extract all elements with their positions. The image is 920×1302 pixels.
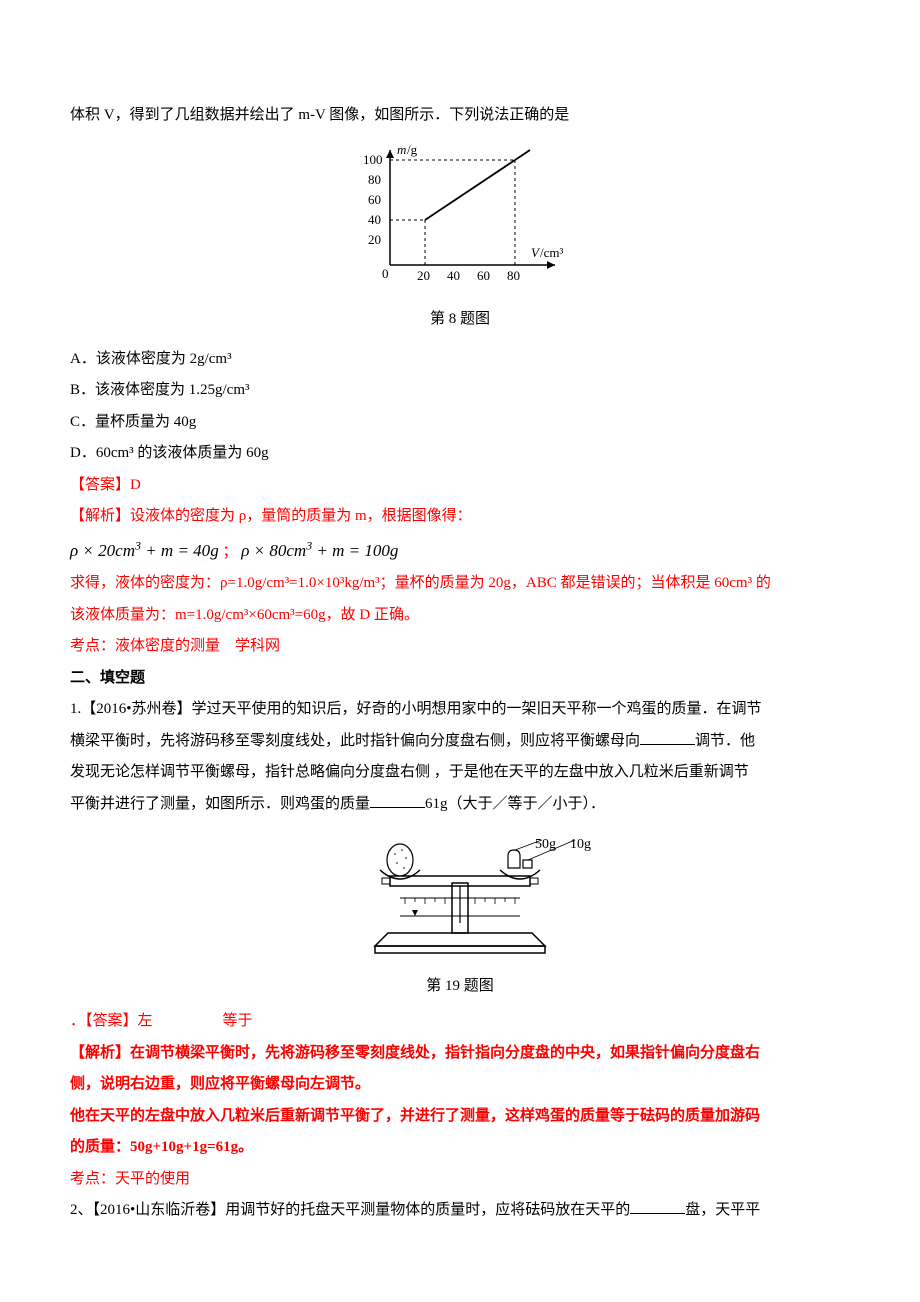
ans2-b: 等于	[223, 1013, 253, 1029]
option-b: B．该液体密度为 1.25g/cm³	[70, 375, 850, 407]
topic-1: 考点：液体密度的测量 学科网	[70, 631, 850, 663]
balance-figure: 50g 10g 第 19 题图	[70, 828, 850, 1002]
q2-prefix: 2、【2016•山东临沂卷】	[70, 1202, 225, 1218]
answer-1: 【答案】D	[70, 470, 850, 502]
balance-svg: 50g 10g	[320, 828, 600, 958]
balance-caption: 第 19 题图	[70, 971, 850, 1003]
intro-text: 体积 V，得到了几组数据并绘出了 m-V 图像，如图所示．下列说法正确的是	[70, 100, 850, 132]
option-d: D．60cm³ 的该液体质量为 60g	[70, 438, 850, 470]
explain1-body2: 该液体质量为：m=1.0g/cm³×60cm³=60g，故 D 正确。	[70, 600, 850, 632]
svg-text:80: 80	[507, 268, 520, 283]
section-title: 二、填空题	[70, 663, 850, 695]
q1-line3: 发现无论怎样调节平衡螺母，指针总略偏向分度盘右侧 ，于是他在天平的左盘中放入几粒…	[70, 757, 850, 789]
option-a: A．该液体密度为 2g/cm³	[70, 344, 850, 376]
answer-2: ．【答案】左 等于	[70, 1006, 850, 1038]
formula-a: ρ × 20cm3 + m = 40g	[70, 541, 219, 560]
formula-line: ρ × 20cm3 + m = 40g ； ρ × 80cm3 + m = 10…	[70, 533, 850, 569]
svg-text:100: 100	[363, 152, 383, 167]
q2-b2: 盘，天平平	[685, 1202, 760, 1218]
svg-text:60: 60	[368, 192, 381, 207]
svg-text:60: 60	[477, 268, 490, 283]
formula-sep: ；	[222, 544, 237, 560]
q1-b3: 调节．他	[695, 733, 755, 749]
mv-chart: 100 80 60 40 20 0 20 40 60 80 m /g V /cm…	[335, 140, 585, 290]
q1-b5: 平衡并进行了测量，如图所示．则鸡蛋的质量	[70, 796, 370, 812]
svg-text:/cm³: /cm³	[540, 245, 563, 260]
blank-2	[370, 793, 425, 808]
q2-line: 2、【2016•山东临沂卷】用调节好的托盘天平测量物体的质量时，应将砝码放在天平…	[70, 1195, 850, 1227]
q2-b1: 用调节好的托盘天平测量物体的质量时，应将砝码放在天平的	[225, 1202, 630, 1218]
explain2-line4: 的质量：50g+10g+1g=61g。	[70, 1132, 850, 1164]
svg-text:m: m	[397, 142, 406, 157]
q1-b2: 横梁平衡时，先将游码移至零刻度线处，此时指针偏向分度盘右侧，则应将平衡螺母向	[70, 733, 640, 749]
chart-caption: 第 8 题图	[70, 304, 850, 336]
q1-line2: 横梁平衡时，先将游码移至零刻度线处，此时指针偏向分度盘右侧，则应将平衡螺母向 调节…	[70, 726, 850, 758]
q1-b6: 61g（大于／等于／小于）．	[425, 796, 605, 812]
svg-text:10g: 10g	[570, 837, 591, 852]
intro-content: 体积 V，得到了几组数据并绘出了 m-V 图像，如图所示．下列说法正确的是	[70, 107, 569, 123]
ans2-prefix: ．【答案】	[70, 1013, 138, 1029]
svg-text:80: 80	[368, 172, 381, 187]
explain1-body1: 求得，液体的密度为：ρ=1.0g/cm³=1.0×10³kg/m³；量杯的质量为…	[70, 568, 850, 600]
explain2-line3: 他在天平的左盘中放入几粒米后重新调节平衡了，并进行了测量，这样鸡蛋的质量等于砝码…	[70, 1101, 850, 1133]
option-c: C．量杯质量为 40g	[70, 407, 850, 439]
svg-text:40: 40	[447, 268, 460, 283]
formula-b: ρ × 80cm3 + m = 100g	[241, 541, 398, 560]
blank-1	[640, 730, 695, 745]
blank-3	[630, 1199, 685, 1214]
q1-line4: 平衡并进行了测量，如图所示．则鸡蛋的质量 61g（大于／等于／小于）．	[70, 789, 850, 821]
q1-line1: 1.【2016•苏州卷】学过天平使用的知识后，好奇的小明想用家中的一架旧天平称一…	[70, 694, 850, 726]
chart-figure: 100 80 60 40 20 0 20 40 60 80 m /g V /cm…	[70, 140, 850, 336]
ans2-a: 左	[138, 1013, 153, 1029]
explain-1-label: 【解析】设液体的密度为 ρ，量筒的质量为 m，根据图像得：	[70, 501, 850, 533]
q1-b1: 学过天平使用的知识后，好奇的小明想用家中的一架旧天平称一个鸡蛋的质量．在调节	[192, 701, 762, 717]
svg-text:/g: /g	[407, 142, 418, 157]
svg-text:0: 0	[382, 266, 389, 281]
explain2-line1: 【解析】在调节横梁平衡时，先将游码移至零刻度线处，指针指向分度盘的中央，如果指针…	[70, 1038, 850, 1070]
svg-text:40: 40	[368, 212, 381, 227]
svg-text:20: 20	[417, 268, 430, 283]
ex2-b1: 在调节横梁平衡时，先将游码移至零刻度线处，指针指向分度盘的中央，如果指针偏向分度…	[130, 1045, 760, 1061]
q1-prefix: 1.【2016•苏州卷】	[70, 701, 192, 717]
topic-2: 考点：天平的使用	[70, 1164, 850, 1196]
explain2-line2: 侧，说明右边重，则应将平衡螺母向左调节。	[70, 1069, 850, 1101]
svg-text:20: 20	[368, 232, 381, 247]
ex2-label: 【解析】	[70, 1045, 130, 1061]
